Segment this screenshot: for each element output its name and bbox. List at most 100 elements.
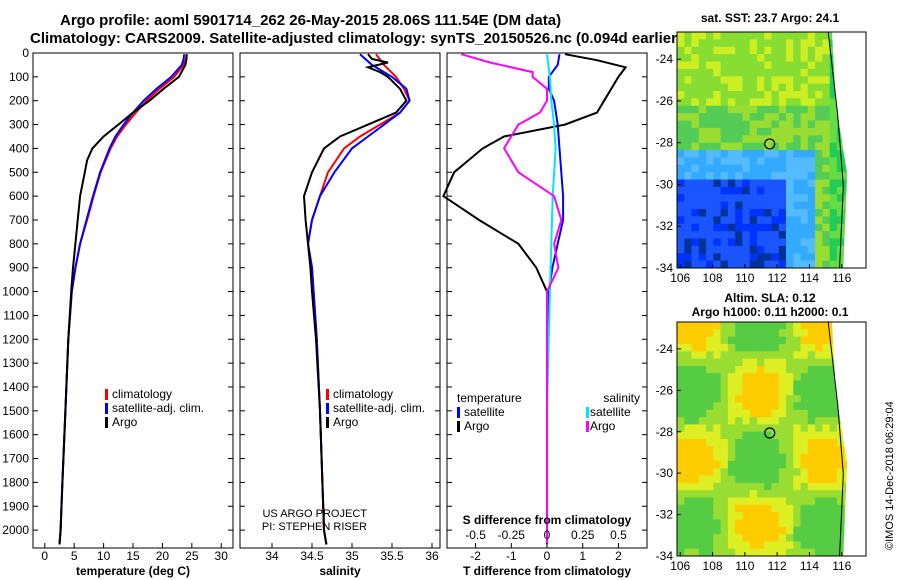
map-cell	[815, 39, 823, 48]
map-cell	[822, 358, 831, 367]
map-cell	[749, 76, 758, 85]
map-cell	[684, 201, 693, 210]
map-cell	[764, 98, 772, 107]
map-cell	[735, 61, 743, 70]
map-cell	[684, 358, 693, 367]
map-cell	[749, 482, 758, 491]
map-cell	[698, 343, 707, 352]
map-cell	[807, 91, 816, 99]
map-cell	[807, 322, 816, 330]
map-cell	[706, 231, 714, 239]
map-cell	[698, 54, 707, 62]
map-cell	[677, 135, 685, 144]
map-cell	[749, 113, 758, 121]
map-cell	[713, 475, 722, 484]
map-cell	[757, 223, 765, 232]
map-cell	[815, 179, 823, 188]
map-cell	[778, 453, 787, 462]
map-cell	[771, 186, 780, 195]
legend-label: Argo	[590, 419, 616, 433]
map-cell	[836, 541, 845, 550]
map-cell	[706, 548, 714, 557]
map-cell	[829, 504, 838, 513]
map-cell	[829, 424, 838, 433]
map-cell	[706, 365, 714, 374]
map-cell	[757, 358, 765, 367]
map-cell	[749, 120, 758, 129]
map-cell	[786, 351, 794, 360]
map-cell	[677, 329, 685, 338]
map-cell	[771, 431, 780, 440]
map-cell	[836, 548, 845, 557]
map-cell	[764, 39, 772, 48]
map-cell	[698, 519, 707, 528]
map-cell	[771, 68, 780, 77]
map-cell	[735, 150, 743, 158]
map-cell	[793, 105, 802, 114]
map-cell	[793, 201, 802, 210]
map-cell	[786, 373, 794, 381]
map-cell	[749, 322, 758, 330]
map-cell	[677, 395, 685, 403]
map-cell	[677, 526, 685, 535]
map-cell	[720, 127, 729, 136]
map-cell	[684, 490, 693, 498]
x-axis-label: temperature (deg C)	[76, 564, 190, 578]
map-cell	[786, 98, 794, 107]
map-cell	[742, 238, 751, 247]
map-cell	[677, 32, 685, 40]
map-cell	[764, 417, 772, 425]
map-x-tick-label: 106	[670, 559, 690, 573]
map-cell	[720, 526, 729, 535]
y-tick-label: 2000	[2, 523, 29, 537]
map-cell	[764, 475, 772, 484]
map-cell	[800, 343, 809, 352]
map-cell	[807, 409, 816, 418]
map2-title2: Argo h1000: 0.11 h2000: 0.1	[692, 305, 849, 319]
map-cell	[735, 526, 743, 535]
legend-swatch	[326, 417, 329, 428]
map-cell	[807, 468, 816, 477]
map-cell	[757, 231, 765, 239]
map-cell	[677, 113, 685, 121]
map-cell	[691, 157, 700, 166]
map-cell	[822, 460, 831, 469]
map-cell	[815, 322, 823, 330]
legend-swatch	[457, 421, 460, 432]
map-cell	[677, 172, 685, 180]
map-cell	[720, 519, 729, 528]
map-cell	[786, 482, 794, 491]
map-cell	[822, 135, 831, 144]
map-cell	[698, 201, 707, 210]
map-cell	[713, 380, 722, 389]
map-cell	[691, 439, 700, 447]
x-tick-label: 0	[544, 549, 551, 563]
map-cell	[691, 431, 700, 440]
map-cell	[800, 519, 809, 528]
map-cell	[684, 172, 693, 180]
map-cell	[764, 468, 772, 477]
map-cell	[800, 186, 809, 195]
map-cell	[677, 519, 685, 528]
map-x-tick-label: 112	[768, 271, 787, 285]
series-1-2	[58, 54, 188, 545]
map-cell	[757, 105, 765, 114]
map-cell	[691, 548, 700, 557]
map-panel-2: 106 108 110 112 114 116-24-26-28-30-32-34	[656, 321, 867, 573]
map-cell	[720, 157, 729, 166]
map-cell	[764, 245, 772, 254]
top-axis-label: S difference from climatology	[463, 513, 632, 527]
map-cell	[807, 209, 816, 217]
x-axis-label: salinity	[319, 564, 361, 578]
map-cell	[735, 541, 743, 550]
legend-label: climatology	[112, 387, 172, 401]
map-cell	[807, 98, 816, 107]
map-cell	[749, 504, 758, 513]
map-cell	[836, 260, 845, 269]
map-cell	[677, 431, 685, 440]
map-cell	[764, 194, 772, 203]
map-cell	[829, 253, 838, 262]
map-cell	[735, 548, 743, 557]
map-cell	[720, 76, 729, 85]
